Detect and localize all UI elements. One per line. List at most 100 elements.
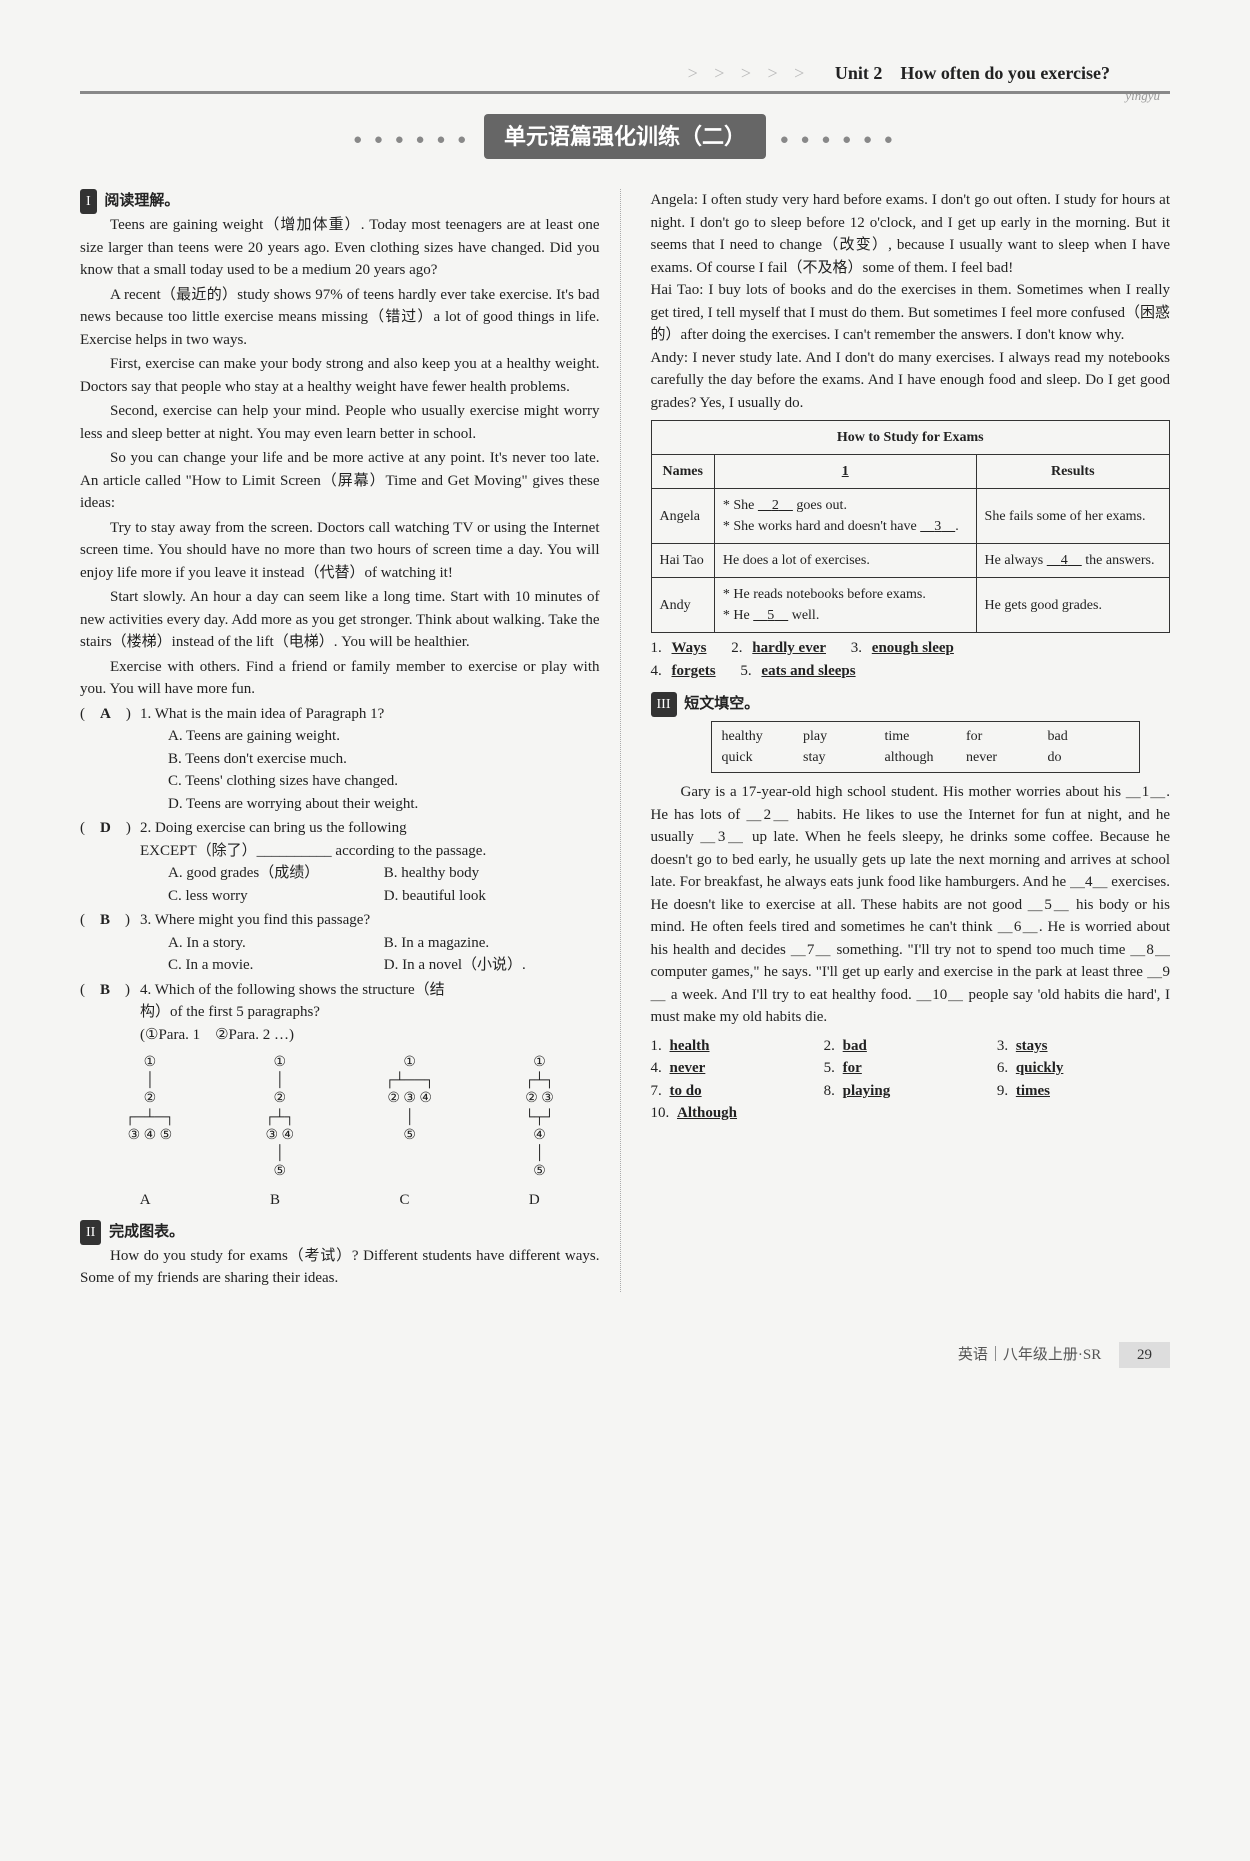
dots-right: ● ● ● ● ● ● [780, 132, 897, 148]
lbl-a: A [140, 1189, 151, 1212]
dots-left: ● ● ● ● ● ● [353, 132, 470, 148]
page-number: 29 [1119, 1342, 1170, 1369]
diag-c: ①┌┴──┐② ③ ④│⑤ [385, 1054, 435, 1181]
th-blank1: 1 [842, 464, 849, 479]
q4-stem1: Which of the following shows the structu… [155, 982, 445, 998]
diag-b: ①│②┌┴┐③ ④│⑤ [265, 1054, 295, 1181]
study-table: How to Study for Exams Names 1 Results A… [651, 420, 1171, 633]
header-arrows: > > > > > [688, 63, 811, 83]
q1-stem: What is the main idea of Paragraph 1? [155, 706, 385, 722]
w-healthy: healthy [722, 726, 804, 747]
s1-p4: Second, exercise can help your mind. Peo… [80, 400, 600, 445]
s1-p7: Start slowly. An hour a day can seem lik… [80, 586, 600, 654]
structure-diagrams: ①│②┌─┴─┐③ ④ ⑤ ①│②┌┴┐③ ④│⑤ ①┌┴──┐② ③ ④│⑤ … [80, 1054, 600, 1181]
q4-num: 4. [140, 982, 151, 998]
angela-text: Angela: I often study very hard before e… [651, 189, 1171, 279]
q3-stem: Where might you find this passage? [155, 912, 370, 928]
s1-p8: Exercise with others. Find a friend or f… [80, 656, 600, 701]
ans3-8: playing [839, 1083, 895, 1099]
r2-ways: He does a lot of exercises. [714, 544, 976, 578]
q3-d: D. In a novel（小说）. [384, 954, 600, 977]
section-3-title: 短文填空。 [684, 696, 759, 712]
haitao-text: Hai Tao: I buy lots of books and do the … [651, 279, 1171, 347]
ans3-2: bad [839, 1038, 871, 1054]
badge-text: 单元语篇强化训练（二） [484, 114, 766, 159]
q1-c: C. Teens' clothing sizes have changed. [140, 770, 600, 793]
q1: ( A ) 1. What is the main idea of Paragr… [80, 703, 600, 816]
w-never: never [966, 747, 1048, 768]
w-although: although [885, 747, 967, 768]
andy-text: Andy: I never study late. And I don't do… [651, 347, 1171, 415]
q4-ans: B [100, 982, 110, 998]
q3-c: C. In a movie. [168, 954, 384, 977]
q3: ( B ) 3. Where might you find this passa… [80, 909, 600, 977]
section-2-title: 完成图表。 [109, 1224, 184, 1240]
r1-name: Angela [651, 489, 714, 544]
q4-stem2: 构）of the first 5 paragraphs? [140, 1001, 600, 1024]
q2-a: A. good grades（成绩） [168, 862, 384, 885]
w-stay: stay [803, 747, 885, 768]
section-badge: ● ● ● ● ● ● 单元语篇强化训练（二） ● ● ● ● ● ● [80, 114, 1170, 159]
page-header: > > > > > Unit 2 How often do you exerci… [80, 60, 1170, 94]
ans3-6: quickly [1012, 1060, 1068, 1076]
th-ways: 1 [714, 455, 976, 489]
ans3-5: for [839, 1060, 866, 1076]
th-results: Results [976, 455, 1169, 489]
ans3-10: Although [673, 1105, 741, 1121]
ans2-1: Ways [666, 640, 713, 656]
section-1-title: 阅读理解。 [104, 193, 179, 209]
s1-p2: A recent（最近的）study shows 97% of teens ha… [80, 284, 600, 352]
right-column: Angela: I often study very hard before e… [651, 189, 1171, 1292]
ans2-4: forgets [666, 663, 722, 679]
page-footer: 英语｜八年级上册·SR 29 [80, 1342, 1170, 1369]
q4-legend: (①Para. 1 ②Para. 2 …) [140, 1024, 600, 1047]
section-1-icon: I [80, 189, 97, 214]
section-2-icon: II [80, 1220, 101, 1245]
lbl-c: C [399, 1189, 409, 1212]
w-do: do [1048, 747, 1130, 768]
q1-d: D. Teens are worrying about their weight… [140, 793, 600, 816]
q2-num: 2. [140, 820, 151, 836]
q1-a: A. Teens are gaining weight. [140, 725, 600, 748]
diag-d: ①┌┴┐② ③└┬┘④│⑤ [525, 1054, 555, 1181]
lbl-d: D [529, 1189, 540, 1212]
ans3-9: times [1012, 1083, 1054, 1099]
q2-stem2: EXCEPT（除了）__________ according to the pa… [140, 840, 600, 863]
q3-ans: B [100, 912, 110, 928]
pinyin-tag: yingyu [1125, 86, 1160, 106]
word-box: healthy play time for bad quick stay alt… [711, 721, 1141, 773]
section-3-icon: III [651, 692, 677, 717]
q3-num: 3. [140, 912, 151, 928]
diag-a: ①│②┌─┴─┐③ ④ ⑤ [125, 1054, 175, 1181]
q2-b: B. healthy body [384, 862, 600, 885]
q2-stem1: Doing exercise can bring us the followin… [155, 820, 407, 836]
unit-label: Unit 2 [835, 63, 883, 83]
r3-name: Andy [651, 578, 714, 633]
ans3-4: never [666, 1060, 710, 1076]
q1-num: 1. [140, 706, 151, 722]
section-1-heading: I 阅读理解。 [80, 189, 600, 214]
r1-result: She fails some of her exams. [976, 489, 1169, 544]
q2-c: C. less worry [168, 885, 384, 908]
w-play: play [803, 726, 885, 747]
q2: ( D ) 2. Doing exercise can bring us the… [80, 817, 600, 907]
s1-p1: Teens are gaining weight（增加体重）. Today mo… [80, 214, 600, 282]
ans2-3: enough sleep [866, 640, 960, 656]
r2-name: Hai Tao [651, 544, 714, 578]
s1-p5: So you can change your life and be more … [80, 447, 600, 515]
th-names: Names [651, 455, 714, 489]
q3-b: B. In a magazine. [384, 932, 600, 955]
q2-d: D. beautiful look [384, 885, 600, 908]
r1-ways: * She 2 goes out. * She works hard and d… [714, 489, 976, 544]
ans3-3: stays [1012, 1038, 1052, 1054]
q3-a: A. In a story. [168, 932, 384, 955]
s2-intro: How do you study for exams（考试）? Differen… [80, 1245, 600, 1290]
diagram-labels: A B C D [80, 1189, 600, 1212]
s3-passage: Gary is a 17-year-old high school studen… [651, 781, 1171, 1029]
q2-ans: D [100, 820, 111, 836]
w-time: time [885, 726, 967, 747]
ans2-5: eats and sleeps [755, 663, 861, 679]
r3-result: He gets good grades. [976, 578, 1169, 633]
ans2-2: hardly ever [746, 640, 832, 656]
q1-ans: A [100, 706, 111, 722]
